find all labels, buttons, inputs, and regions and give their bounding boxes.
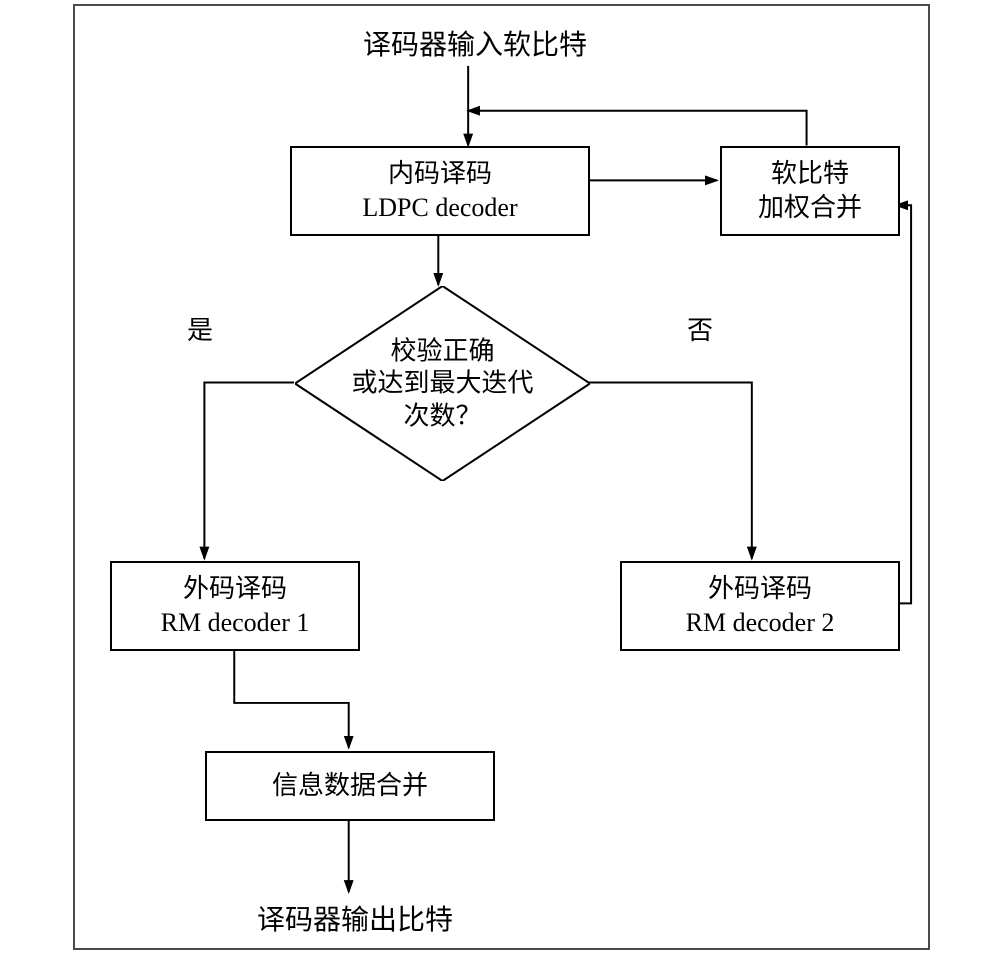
edge-decision-yes bbox=[204, 382, 294, 558]
output_label: 译码器输出比特 bbox=[245, 901, 465, 941]
rm2-label: RM decoder 2 bbox=[686, 606, 835, 640]
no_label: 否 bbox=[680, 316, 720, 346]
decision: 校验正确或达到最大迭代次数？ bbox=[295, 286, 590, 481]
combine: 软比特加权合并 bbox=[720, 146, 900, 236]
combine-label: 加权合并 bbox=[758, 191, 862, 225]
no_label-label: 否 bbox=[687, 314, 713, 348]
edge-rm2-to-combine bbox=[896, 205, 911, 603]
merge: 信息数据合并 bbox=[205, 751, 495, 821]
edge-decision-no bbox=[588, 382, 752, 558]
ldpc: 内码译码LDPC decoder bbox=[290, 146, 590, 236]
yes_label-label: 是 bbox=[187, 314, 213, 348]
decision-label: 校验正确或达到最大迭代次数？ bbox=[295, 335, 590, 433]
output_label-label: 译码器输出比特 bbox=[257, 903, 453, 939]
ldpc-label: 内码译码 bbox=[388, 157, 492, 191]
merge-label: 信息数据合并 bbox=[272, 769, 428, 803]
combine-label: 软比特 bbox=[771, 157, 849, 191]
rm2-label: 外码译码 bbox=[708, 572, 812, 606]
input_label-label: 译码器输入软比特 bbox=[363, 28, 587, 64]
rm1-label: RM decoder 1 bbox=[161, 606, 310, 640]
diagram-container: 译码器输入软比特内码译码LDPC decoder 软比特加权合并校验正确或达到最大… bbox=[73, 4, 930, 950]
rm2: 外码译码RM decoder 2 bbox=[620, 561, 900, 651]
edge-rm1-to-merge bbox=[234, 648, 348, 748]
rm1-label: 外码译码 bbox=[183, 572, 287, 606]
edge-combine-to-input bbox=[468, 111, 806, 146]
yes_label: 是 bbox=[180, 316, 220, 346]
ldpc-label: LDPC decoder bbox=[362, 191, 517, 225]
input_label: 译码器输入软比特 bbox=[345, 26, 605, 66]
rm1: 外码译码RM decoder 1 bbox=[110, 561, 360, 651]
